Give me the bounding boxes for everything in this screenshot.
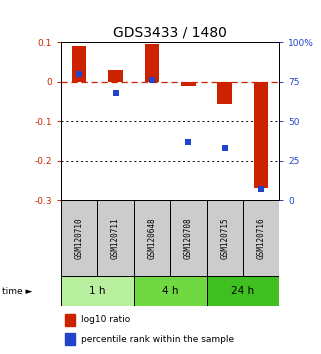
- Text: 1 h: 1 h: [89, 286, 106, 296]
- Point: [258, 186, 264, 192]
- FancyBboxPatch shape: [134, 276, 206, 306]
- FancyBboxPatch shape: [61, 200, 97, 276]
- Bar: [145, 45, 159, 82]
- Bar: [72, 46, 86, 82]
- Text: GSM120716: GSM120716: [256, 217, 265, 259]
- FancyBboxPatch shape: [97, 200, 134, 276]
- Point: [149, 78, 154, 83]
- Bar: [254, 82, 268, 188]
- Point: [222, 145, 227, 151]
- Text: GSM120711: GSM120711: [111, 217, 120, 259]
- FancyBboxPatch shape: [206, 276, 279, 306]
- Bar: [217, 82, 232, 103]
- FancyBboxPatch shape: [243, 200, 279, 276]
- Bar: [65, 314, 74, 326]
- FancyBboxPatch shape: [170, 200, 206, 276]
- Bar: [108, 70, 123, 82]
- Title: GDS3433 / 1480: GDS3433 / 1480: [113, 26, 227, 40]
- Bar: [181, 82, 195, 86]
- Text: time ►: time ►: [2, 287, 32, 296]
- Text: 24 h: 24 h: [231, 286, 255, 296]
- FancyBboxPatch shape: [134, 200, 170, 276]
- Text: percentile rank within the sample: percentile rank within the sample: [81, 335, 234, 344]
- FancyBboxPatch shape: [206, 200, 243, 276]
- Point: [77, 71, 82, 77]
- Text: GSM120715: GSM120715: [220, 217, 229, 259]
- Point: [186, 139, 191, 144]
- Text: 4 h: 4 h: [162, 286, 178, 296]
- Bar: [65, 333, 74, 346]
- Point: [113, 90, 118, 96]
- Text: log10 ratio: log10 ratio: [81, 315, 130, 324]
- Text: GSM120648: GSM120648: [147, 217, 156, 259]
- Text: GSM120710: GSM120710: [75, 217, 84, 259]
- FancyBboxPatch shape: [61, 276, 134, 306]
- Text: GSM120708: GSM120708: [184, 217, 193, 259]
